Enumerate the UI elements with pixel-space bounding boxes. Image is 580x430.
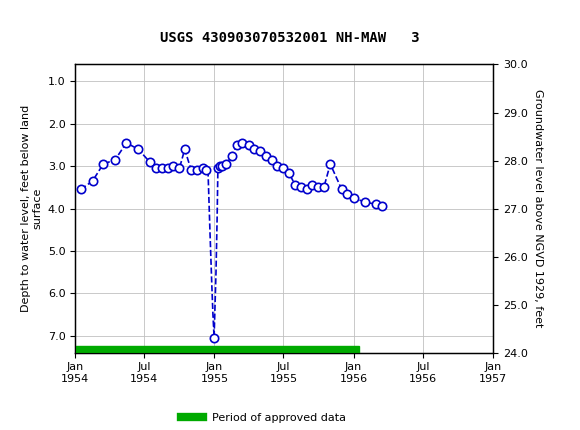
Text: USGS 430903070532001 NH-MAW   3: USGS 430903070532001 NH-MAW 3 — [160, 31, 420, 45]
Y-axis label: Groundwater level above NGVD 1929, feet: Groundwater level above NGVD 1929, feet — [533, 89, 543, 328]
Bar — [75, 346, 359, 355]
Text: ≋USGS: ≋USGS — [12, 13, 70, 32]
Legend: Period of approved data: Period of approved data — [176, 409, 350, 428]
Y-axis label: Depth to water level, feet below land
surface: Depth to water level, feet below land su… — [21, 105, 42, 312]
